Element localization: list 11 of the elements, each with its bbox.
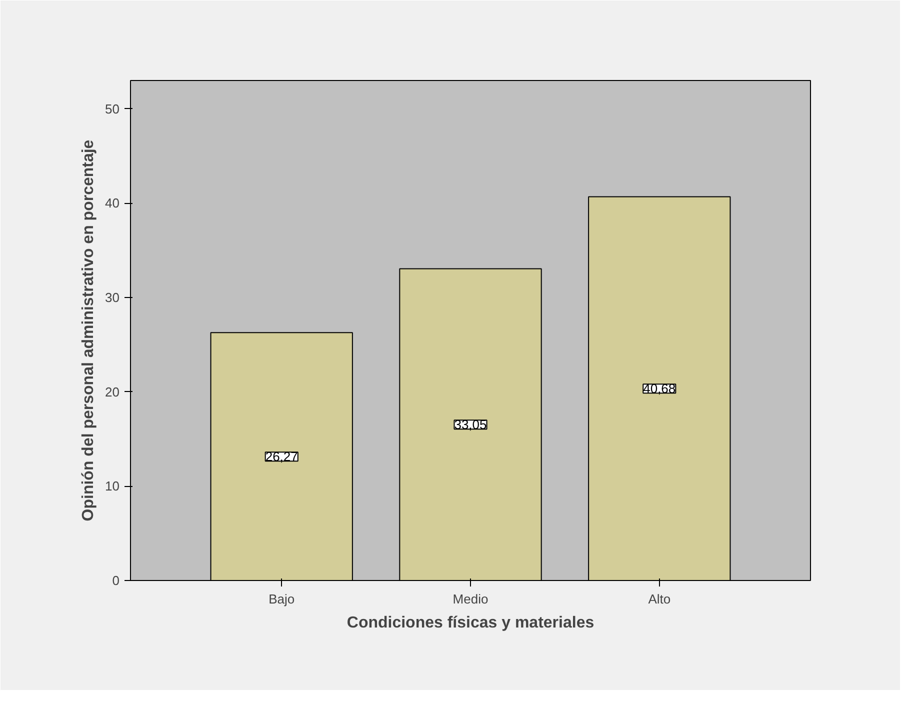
y-axis-title: Opinión del personal administrativo en porcentaje — [80, 140, 98, 522]
y-tick-label: 30 — [105, 290, 120, 305]
x-axis-title: Condiciones físicas y materiales — [346, 614, 594, 632]
y-tick-label: 50 — [105, 101, 120, 116]
x-tick-label: Bajo — [268, 592, 295, 606]
x-tick-label: Medio — [452, 592, 488, 606]
y-tick-label: 20 — [105, 384, 120, 400]
y-tick-label: 40 — [105, 196, 120, 211]
y-tick-label: 0 — [112, 573, 120, 588]
x-tick-label: Alto — [648, 592, 671, 606]
y-tick-label: 10 — [105, 478, 120, 494]
